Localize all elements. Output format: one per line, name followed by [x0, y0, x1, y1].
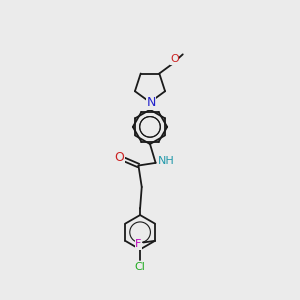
Text: Cl: Cl: [135, 262, 146, 272]
Text: F: F: [135, 239, 142, 249]
Text: N: N: [146, 96, 156, 109]
Text: NH: NH: [158, 156, 175, 166]
Text: O: O: [115, 152, 124, 164]
Text: O: O: [170, 54, 179, 64]
